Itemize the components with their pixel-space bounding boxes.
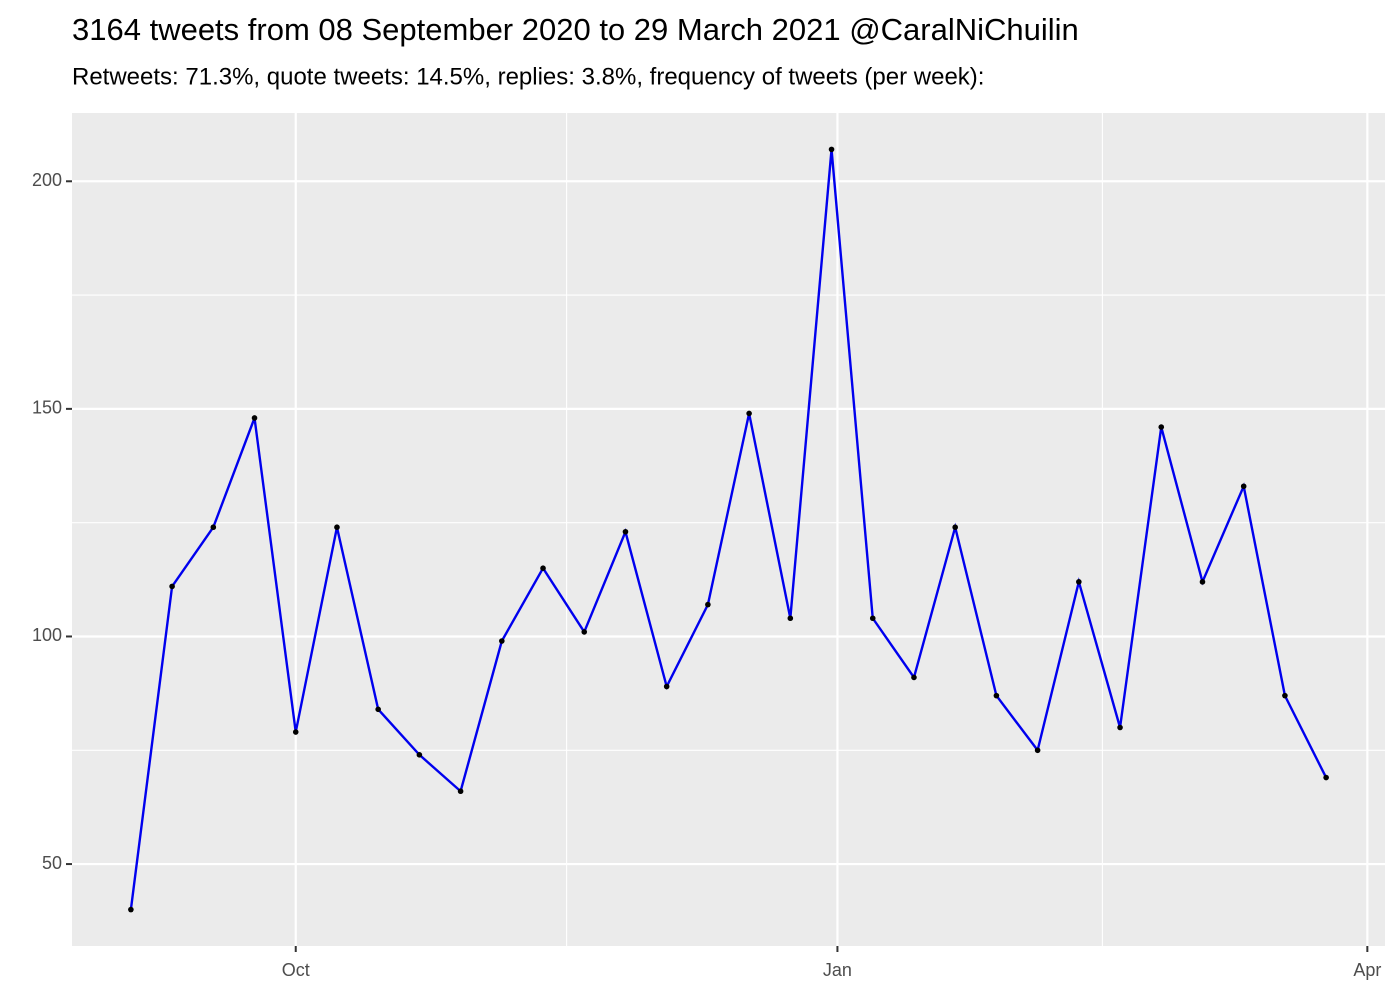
point bbox=[705, 601, 711, 608]
point bbox=[128, 906, 134, 913]
point bbox=[911, 674, 917, 681]
point bbox=[540, 565, 546, 571]
chart-title: 3164 tweets from 08 September 2020 to 29… bbox=[72, 12, 1079, 47]
point bbox=[993, 692, 1000, 699]
point bbox=[334, 524, 340, 531]
point bbox=[1117, 724, 1123, 731]
point bbox=[1240, 483, 1247, 490]
point bbox=[622, 528, 629, 535]
point bbox=[1282, 692, 1288, 699]
point bbox=[1076, 579, 1082, 585]
point bbox=[457, 788, 464, 795]
point bbox=[251, 415, 258, 421]
point bbox=[1158, 424, 1165, 430]
line bbox=[129, 149, 1328, 910]
y-tick-label: 50 bbox=[42, 853, 62, 873]
point bbox=[1034, 747, 1041, 754]
plot-background bbox=[72, 113, 1385, 946]
y-tick-label: 150 bbox=[32, 398, 62, 418]
point bbox=[499, 638, 505, 644]
point bbox=[663, 683, 670, 690]
point bbox=[952, 524, 958, 531]
point bbox=[828, 146, 835, 153]
point bbox=[787, 615, 794, 622]
point bbox=[292, 729, 299, 735]
x-tick-label: Jan bbox=[823, 960, 852, 980]
chart-subtitle: Retweets: 71.3%, quote tweets: 14.5%, re… bbox=[72, 63, 984, 90]
point bbox=[210, 524, 217, 531]
point bbox=[746, 410, 752, 417]
y-tick-label: 200 bbox=[32, 170, 62, 190]
y-tick-label: 100 bbox=[32, 625, 62, 645]
point bbox=[1323, 774, 1329, 781]
point bbox=[375, 706, 381, 713]
point bbox=[416, 752, 423, 758]
point bbox=[581, 629, 588, 635]
point bbox=[869, 615, 876, 622]
x-tick-label: Oct bbox=[282, 960, 310, 980]
x-tick-label: Apr bbox=[1353, 960, 1381, 980]
point bbox=[1199, 579, 1206, 585]
point bbox=[169, 583, 175, 590]
